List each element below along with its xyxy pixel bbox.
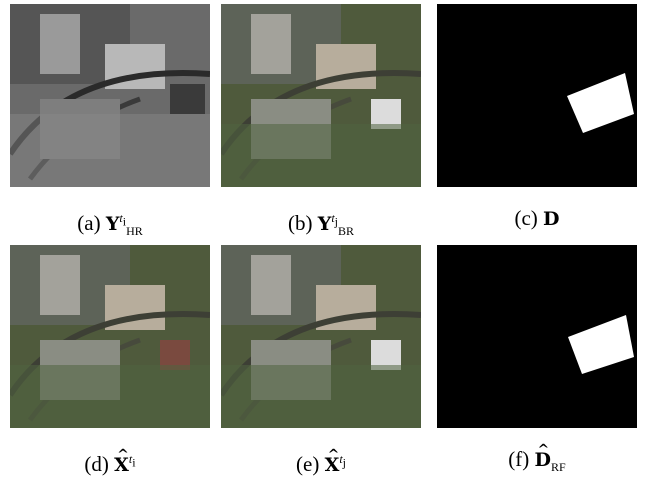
fused-image-ti: [10, 245, 210, 428]
panel-a-image: [10, 4, 210, 187]
fused-image-tj: [221, 245, 421, 428]
estimated-changed-region: [568, 315, 634, 374]
changed-region: [567, 73, 634, 133]
aerial-image-color: [221, 4, 421, 187]
panel-b-image: [221, 4, 421, 187]
caption-d: (d) ^ Xti: [84, 447, 136, 476]
caption-b: (b) YtjBR: [287, 211, 355, 239]
panel-f-image: [437, 245, 637, 428]
caption-c: (c) D: [514, 206, 560, 230]
caption-a: (a) YtiHR: [77, 211, 143, 239]
panel-c-image: [437, 4, 637, 187]
panel-d-image: [10, 245, 210, 428]
change-map: [437, 4, 637, 187]
caption-f: (f) ^ DRF: [508, 442, 566, 475]
aerial-image-grayscale: [10, 4, 210, 187]
panel-e-image: [221, 245, 421, 428]
caption-e: (e) ^ Xtj: [296, 447, 346, 476]
estimated-change-map: [437, 245, 637, 428]
